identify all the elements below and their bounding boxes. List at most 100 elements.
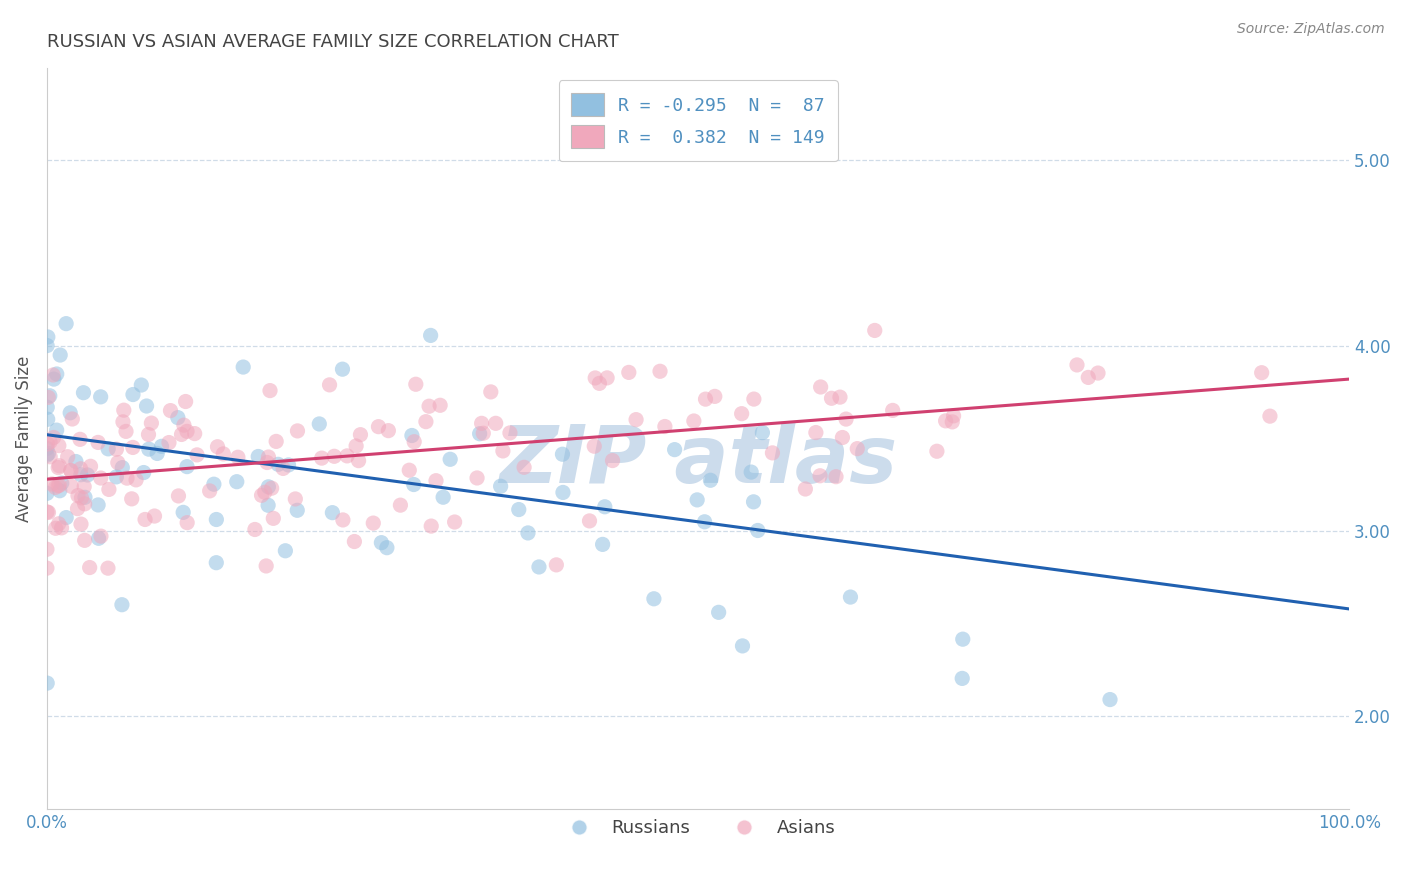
- Point: [35, 486, 58, 500]
- Point: [73, 480, 96, 494]
- Point: [367, 419, 389, 434]
- Point: [105, 470, 128, 484]
- Point: [243, 523, 266, 537]
- Point: [115, 471, 138, 485]
- Point: [1066, 358, 1088, 372]
- Point: [38, 389, 60, 403]
- Point: [143, 509, 166, 524]
- Point: [66, 489, 89, 503]
- Point: [323, 450, 346, 464]
- Point: [37, 505, 59, 519]
- Point: [45, 423, 67, 437]
- Point: [256, 455, 278, 469]
- Point: [45, 367, 67, 381]
- Point: [37, 330, 59, 344]
- Text: Source: ZipAtlas.com: Source: ZipAtlas.com: [1237, 22, 1385, 37]
- Point: [952, 632, 974, 647]
- Point: [159, 403, 181, 417]
- Point: [202, 477, 225, 491]
- Point: [761, 446, 783, 460]
- Point: [686, 492, 709, 507]
- Point: [72, 385, 94, 400]
- Point: [41, 477, 63, 491]
- Point: [59, 463, 82, 477]
- Point: [808, 468, 831, 483]
- Point: [59, 406, 82, 420]
- Point: [87, 498, 110, 512]
- Point: [703, 389, 725, 403]
- Point: [825, 469, 848, 483]
- Point: [804, 425, 827, 440]
- Point: [465, 471, 488, 485]
- Point: [111, 415, 134, 429]
- Point: [267, 458, 290, 472]
- Point: [370, 535, 392, 549]
- Point: [69, 433, 91, 447]
- Point: [332, 362, 354, 376]
- Point: [336, 449, 359, 463]
- Point: [828, 390, 851, 404]
- Point: [443, 515, 465, 529]
- Point: [42, 368, 65, 382]
- Point: [122, 387, 145, 401]
- Point: [35, 561, 58, 575]
- Point: [55, 510, 77, 524]
- Point: [37, 437, 59, 451]
- Point: [87, 435, 110, 450]
- Point: [42, 372, 65, 386]
- Point: [707, 605, 730, 619]
- Point: [349, 427, 371, 442]
- Point: [257, 480, 280, 494]
- Point: [70, 467, 93, 482]
- Point: [485, 417, 508, 431]
- Point: [46, 479, 69, 493]
- Point: [942, 409, 965, 423]
- Point: [111, 460, 134, 475]
- Point: [831, 430, 853, 444]
- Point: [125, 473, 148, 487]
- Point: [499, 425, 522, 440]
- Point: [1087, 366, 1109, 380]
- Point: [48, 478, 70, 492]
- Point: [742, 392, 765, 406]
- Point: [90, 529, 112, 543]
- Point: [682, 414, 704, 428]
- Point: [167, 489, 190, 503]
- Point: [254, 558, 277, 573]
- Point: [37, 401, 59, 415]
- Point: [439, 452, 461, 467]
- Point: [420, 519, 443, 533]
- Point: [389, 498, 412, 512]
- Point: [174, 394, 197, 409]
- Point: [49, 348, 72, 362]
- Point: [48, 516, 70, 531]
- Point: [170, 427, 193, 442]
- Point: [166, 410, 188, 425]
- Point: [489, 479, 512, 493]
- Point: [699, 473, 721, 487]
- Point: [794, 482, 817, 496]
- Point: [39, 434, 62, 449]
- Point: [1077, 370, 1099, 384]
- Point: [132, 466, 155, 480]
- Point: [48, 458, 70, 473]
- Point: [361, 516, 384, 530]
- Point: [150, 439, 173, 453]
- Point: [73, 533, 96, 548]
- Point: [415, 415, 437, 429]
- Point: [97, 561, 120, 575]
- Point: [1098, 692, 1121, 706]
- Point: [1258, 409, 1281, 424]
- Point: [740, 465, 762, 479]
- Point: [112, 403, 135, 417]
- Point: [429, 398, 451, 412]
- Point: [205, 512, 228, 526]
- Point: [60, 479, 83, 493]
- Point: [332, 513, 354, 527]
- Point: [48, 483, 70, 498]
- Point: [135, 399, 157, 413]
- Point: [432, 490, 454, 504]
- Point: [35, 442, 58, 456]
- Point: [471, 417, 494, 431]
- Point: [262, 511, 284, 525]
